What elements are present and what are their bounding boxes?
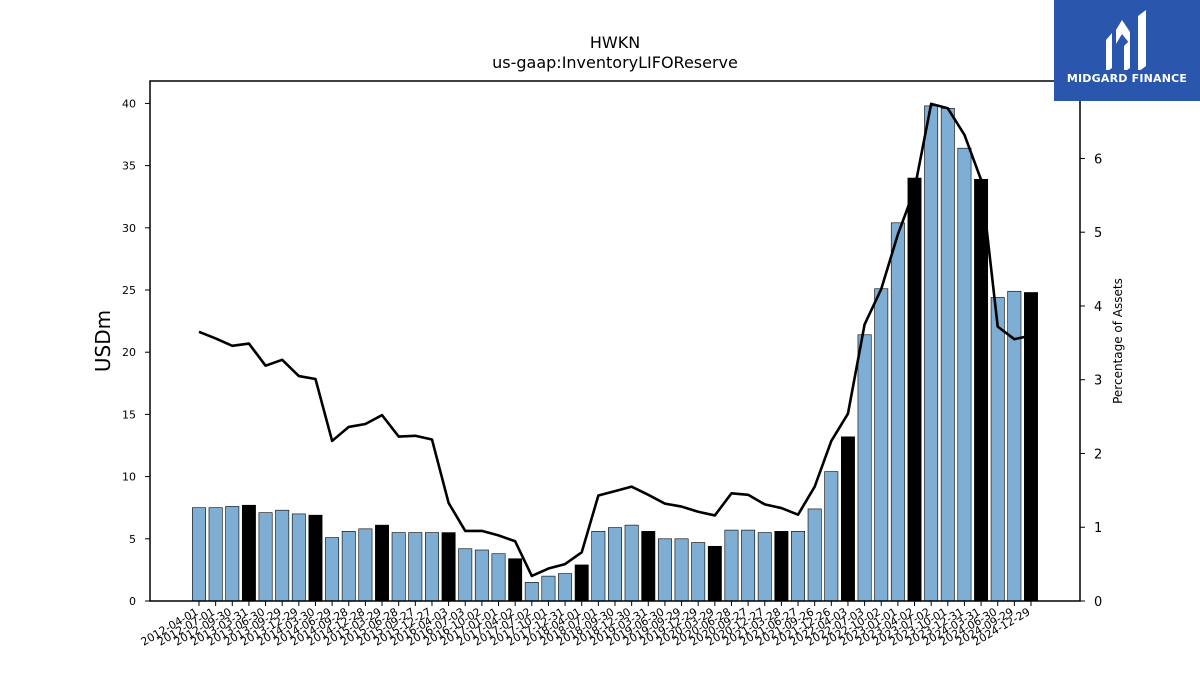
y2-tick-label: 1 [1094,521,1102,536]
bar [391,532,406,602]
series-line-percentage-of-assets [198,102,1032,578]
y2-tick-label: 5 [1094,226,1102,241]
bar [890,222,905,602]
chart-title: HWKN [589,33,641,52]
y-tick-label: 35 [122,160,136,173]
y2-tick-label: 3 [1094,374,1102,389]
bar [208,507,223,602]
bar [741,529,756,602]
bar [840,436,855,602]
bar [424,532,439,602]
bar [192,507,206,602]
bar [774,531,789,602]
y-tick-label: 0 [129,595,136,608]
chart-subtitle: us-gaap:InventoryLIFOReserve [492,53,738,72]
bar [907,177,922,602]
y2-tick-label: 6 [1094,152,1102,167]
y2-tick-label: 0 [1094,595,1102,610]
y-tick-label: 40 [122,97,136,110]
bar [574,564,589,602]
bar [308,514,323,602]
bar [791,531,805,602]
bar [524,582,539,602]
bar [824,471,839,602]
bar [924,105,939,602]
bar [375,524,389,602]
plot-frame [149,80,1081,602]
bar [225,506,240,602]
bar [474,549,489,602]
bar [275,509,290,602]
bar [807,508,822,602]
bar [441,532,456,602]
y-tick-label: 30 [122,222,136,235]
y-tick-label: 25 [122,284,136,297]
bar [541,575,556,602]
bar [458,548,473,602]
bar [508,558,523,602]
bar [341,531,356,602]
bar [674,538,689,602]
bar [990,297,1005,602]
logo-text: MIDGARD FINANCE [1066,72,1188,85]
logo-icon [1106,10,1146,70]
bar [641,531,656,602]
bar [591,531,606,602]
bar [707,545,722,602]
y2-tick-label: 4 [1094,300,1102,315]
y-tick-label: 10 [122,471,136,484]
midgard-finance-logo[interactable]: MIDGARD FINANCE [1054,0,1200,101]
y-tick-label: 5 [129,533,136,546]
bar [974,178,989,602]
bar [874,288,889,602]
bar [325,537,340,602]
bar [691,542,706,602]
y2-axis-label: Percentage of Assets [1111,278,1125,404]
bar [241,504,256,602]
bar [291,513,306,602]
bar [1024,292,1038,602]
bar [724,529,739,602]
bar [258,512,273,602]
bar [624,524,639,602]
y-axis-label: USDm [91,310,115,372]
bar [940,108,955,602]
bar [558,573,573,602]
bar [957,147,972,602]
bar [608,527,622,602]
y2-tick-label: 2 [1094,447,1102,462]
y-tick-label: 20 [122,346,136,359]
bar [491,553,506,602]
bar [408,532,423,602]
y-tick-label: 15 [122,408,136,421]
bar [358,528,373,602]
bar [857,334,872,602]
bar [657,538,672,602]
bar [757,532,772,602]
